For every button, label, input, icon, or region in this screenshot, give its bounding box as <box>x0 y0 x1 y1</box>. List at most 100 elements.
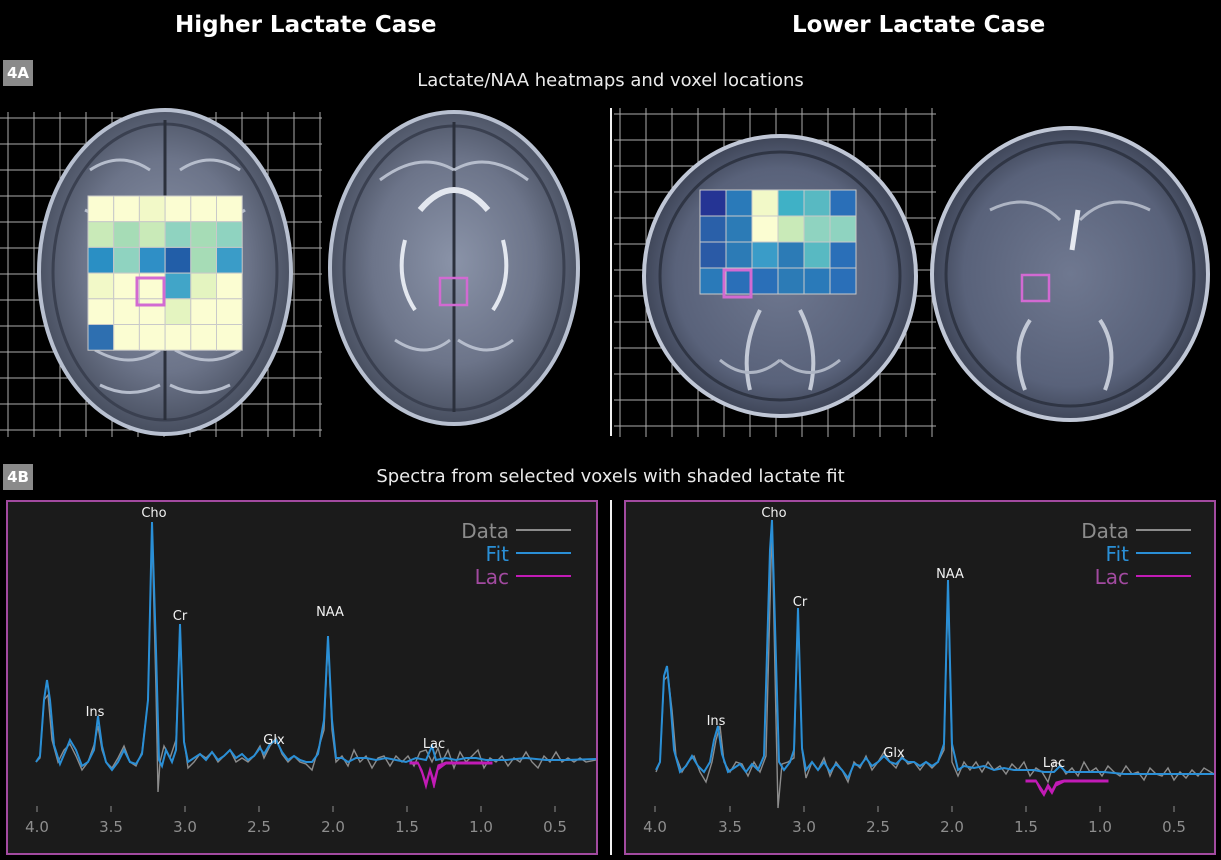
fit-line-right <box>655 519 1214 780</box>
peak-label-ins: Ins <box>86 705 105 720</box>
legend-lac-label: Lac <box>1095 565 1129 589</box>
heatmap-cell <box>138 298 166 326</box>
legend-left: Data Fit Lac <box>461 519 571 589</box>
lac-fill-right <box>1025 779 1109 797</box>
peak-label-cho: Cho <box>761 506 786 521</box>
x-axis-left: 4.0 3.5 3.0 2.5 2.0 1.5 1.0 0.5 <box>25 806 567 836</box>
legend-data-label: Data <box>461 519 509 543</box>
heatmap-cell <box>725 267 753 295</box>
heatmap-cell <box>777 267 805 295</box>
heatmap-cell <box>777 215 805 243</box>
heatmap-cell <box>829 241 857 269</box>
heatmap-cell <box>699 267 727 295</box>
voxel-box-left-1 <box>135 276 166 307</box>
peak-label-glx: Glx <box>263 733 285 748</box>
heatmap-cell <box>829 189 857 217</box>
heatmap-cell <box>113 246 140 274</box>
heatmap-cell <box>164 324 192 351</box>
heatmap-cell <box>164 272 192 300</box>
legend-fit-label: Fit <box>486 542 510 566</box>
heatmap-cell <box>803 267 831 295</box>
heatmap-cell <box>190 221 218 248</box>
tick-label: 3.0 <box>792 818 816 836</box>
heatmap-cell <box>190 324 218 351</box>
legend-lac-label: Lac <box>475 565 509 589</box>
heatmap-left <box>87 195 243 351</box>
peak-label-cr: Cr <box>793 595 808 610</box>
tick-label: 1.0 <box>469 818 493 836</box>
heatmap-cell <box>751 241 779 269</box>
tick-label: 3.5 <box>99 818 123 836</box>
heatmap-cell <box>725 215 753 243</box>
heatmap-cell <box>699 241 727 269</box>
heatmap-cell <box>190 246 218 274</box>
tick-label: 2.0 <box>940 818 964 836</box>
tick-label: 2.5 <box>247 818 271 836</box>
heatmap-cell <box>216 221 243 248</box>
section-b-title: Spectra from selected voxels with shaded… <box>376 466 845 487</box>
section-a-badge: 4A <box>3 60 33 86</box>
heatmap-cell <box>725 189 753 217</box>
legend-right: Data Fit Lac <box>1081 519 1191 589</box>
heatmap-cell <box>190 298 218 326</box>
heatmap-cell <box>829 267 857 295</box>
x-axis-right: 4.0 3.5 3.0 2.5 2.0 1.5 1.0 0.5 <box>643 806 1186 836</box>
heatmap-cell <box>113 272 140 300</box>
heatmap-cell <box>87 324 115 351</box>
heatmap-cell <box>113 324 140 351</box>
heatmap-cell <box>751 215 779 243</box>
tick-label: 0.5 <box>543 818 567 836</box>
heatmap-cell <box>138 221 166 248</box>
heatmap-cell <box>87 246 115 274</box>
heatmap-cell <box>803 215 831 243</box>
heatmap-right <box>699 189 857 295</box>
tick-label: 3.5 <box>718 818 742 836</box>
heatmap-cell <box>216 324 243 351</box>
tick-label: 3.0 <box>173 818 197 836</box>
voxel-box-right-2 <box>1020 273 1051 303</box>
heatmap-cell <box>699 189 727 217</box>
heatmap-cell <box>164 195 192 223</box>
heatmap-cell <box>113 221 140 248</box>
heatmap-cell <box>164 298 192 326</box>
heatmap-cell <box>725 241 753 269</box>
heatmap-cell <box>216 195 243 223</box>
heatmap-cell <box>87 298 115 326</box>
peak-label-lac: Lac <box>423 737 445 752</box>
heatmap-cell <box>113 195 140 223</box>
voxel-box-left-2 <box>438 276 469 307</box>
spectrum-left: Data Fit Lac Ins Cho Cr Glx NAA Lac 4.0 … <box>6 500 598 855</box>
peak-label-glx: Glx <box>883 746 905 761</box>
peak-label-ins: Ins <box>707 714 726 729</box>
tick-label: 1.5 <box>1014 818 1038 836</box>
peak-label-cho: Cho <box>141 506 166 521</box>
spectrum-right: Data Fit Lac Ins Cho Cr Glx NAA Lac 4.0 … <box>624 500 1216 855</box>
heatmap-cell <box>777 241 805 269</box>
heatmap-cell <box>699 215 727 243</box>
data-line-right <box>655 525 1215 809</box>
right-case-title: Lower Lactate Case <box>792 12 1046 38</box>
heatmap-cell <box>803 241 831 269</box>
voxel-box-right-1 <box>722 268 753 299</box>
fit-line-left <box>35 521 597 772</box>
heatmap-cell <box>751 267 779 295</box>
tick-label: 2.0 <box>321 818 345 836</box>
tick-label: 4.0 <box>643 818 667 836</box>
heatmap-cell <box>190 195 218 223</box>
heatmap-cell <box>138 324 166 351</box>
heatmap-cell <box>87 272 115 300</box>
heatmap-cell <box>216 246 243 274</box>
heatmap-cell <box>777 189 805 217</box>
peak-label-naa: NAA <box>316 605 344 620</box>
peak-label-naa: NAA <box>936 567 964 582</box>
peak-label-lac: Lac <box>1043 756 1065 771</box>
section-b-divider <box>610 500 612 855</box>
heatmap-cell <box>190 272 218 300</box>
heatmap-cell <box>138 195 166 223</box>
section-b-badge: 4B <box>3 464 33 490</box>
heatmap-cell <box>803 189 831 217</box>
tick-label: 0.5 <box>1162 818 1186 836</box>
lac-fill-left <box>409 761 493 790</box>
heatmap-cell <box>87 195 115 223</box>
heatmap-cell <box>113 298 140 326</box>
